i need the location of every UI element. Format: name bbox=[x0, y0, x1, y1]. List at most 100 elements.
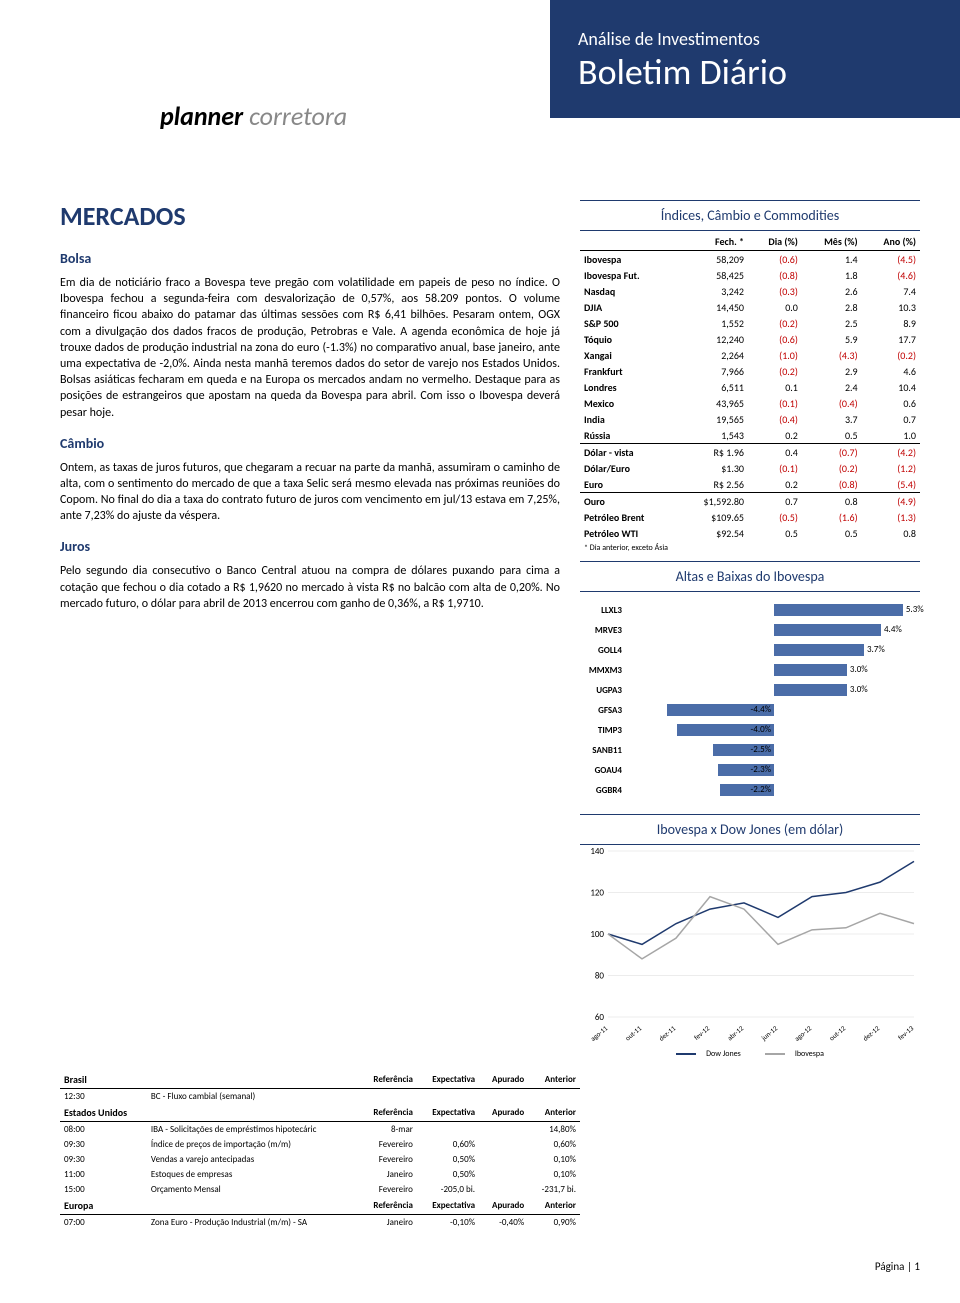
hbar-ticker: GOAU4 bbox=[580, 765, 628, 776]
legend-label: Dow Jones bbox=[706, 1049, 741, 1059]
indices-cell: Rússia bbox=[580, 427, 678, 444]
svg-text:ago-12: ago-12 bbox=[793, 1023, 814, 1043]
agenda-cell: 09:30 bbox=[60, 1137, 147, 1152]
indices-col: Dia (%) bbox=[748, 233, 802, 251]
legend-swatch bbox=[676, 1053, 696, 1055]
hbar-fill bbox=[774, 624, 881, 636]
indices-cell: Tóquio bbox=[580, 331, 678, 347]
indices-row: Petróleo Brent$109.65(0.5)(1.6)(1.3) bbox=[580, 509, 920, 525]
agenda-row: 15:00Orçamento MensalFevereiro-205,0 bi.… bbox=[60, 1182, 580, 1197]
section-bolsa: Bolsa bbox=[60, 250, 560, 267]
indices-cell: (0.2) bbox=[802, 460, 862, 476]
svg-text:fev-12: fev-12 bbox=[692, 1023, 712, 1042]
legend-label: Ibovespa bbox=[795, 1049, 824, 1059]
indices-cell: (0.4) bbox=[802, 395, 862, 411]
indices-cell: $92.54 bbox=[678, 525, 748, 541]
hbar-row: GOLL43.7% bbox=[580, 640, 920, 660]
indices-row: Frankfurt7,966(0.2)2.94.6 bbox=[580, 363, 920, 379]
agenda-cell: 0,60% bbox=[417, 1137, 479, 1152]
indices-cell: (0.2) bbox=[748, 363, 802, 379]
line-chart-legend: Dow Jones Ibovespa bbox=[580, 1048, 920, 1059]
agenda-cell: -0,10% bbox=[417, 1215, 479, 1231]
indices-cell: 2.8 bbox=[802, 299, 862, 315]
footer: Página | 1 bbox=[0, 1230, 960, 1303]
indices-cell: 10.3 bbox=[862, 299, 920, 315]
indices-cell: (0.6) bbox=[748, 331, 802, 347]
main-column: MERCADOS Bolsa Em dia de noticiário frac… bbox=[60, 200, 560, 1059]
indices-cell: 2.6 bbox=[802, 283, 862, 299]
indices-cell: 2.9 bbox=[802, 363, 862, 379]
indices-cell: (0.5) bbox=[748, 509, 802, 525]
indices-cell: 0.7 bbox=[862, 411, 920, 427]
agenda-cell bbox=[417, 1089, 479, 1105]
hbar-value: 5.3% bbox=[906, 603, 924, 617]
hbar-track: 5.3% bbox=[628, 603, 920, 617]
agenda-cell bbox=[479, 1182, 528, 1197]
indices-cell: 4.6 bbox=[862, 363, 920, 379]
indices-cell: 7.4 bbox=[862, 283, 920, 299]
indices-row: Xangai2,264(1.0)(4.3)(0.2) bbox=[580, 347, 920, 363]
legend-swatch bbox=[765, 1053, 785, 1055]
indices-note: * Dia anterior, exceto Ásia bbox=[580, 541, 920, 555]
header-subtitle: Análise de Investimentos bbox=[578, 28, 932, 50]
indices-cell: 1.4 bbox=[802, 251, 862, 268]
svg-text:dez-11: dez-11 bbox=[657, 1023, 678, 1042]
agenda-cell: 12:30 bbox=[60, 1089, 147, 1105]
agenda-cell: Fevereiro bbox=[359, 1137, 417, 1152]
agenda-cell bbox=[528, 1089, 580, 1105]
indices-cell: 0.6 bbox=[862, 395, 920, 411]
hbar-track: 3.0% bbox=[628, 663, 920, 677]
hbar-track: -4.0% bbox=[628, 723, 920, 737]
indices-cell: DJIA bbox=[580, 299, 678, 315]
indices-cell: Ouro bbox=[580, 493, 678, 510]
agenda-cell bbox=[479, 1137, 528, 1152]
indices-table: Fech. *Dia (%)Mês (%)Ano (%) Ibovespa58,… bbox=[580, 233, 920, 541]
indices-row: India19,565(0.4)3.70.7 bbox=[580, 411, 920, 427]
indices-cell: 12,240 bbox=[678, 331, 748, 347]
indices-cell: (4.5) bbox=[862, 251, 920, 268]
legend-item: Dow Jones bbox=[670, 1049, 747, 1059]
hbar-ticker: GFSA3 bbox=[580, 705, 628, 716]
svg-text:80: 80 bbox=[595, 971, 605, 982]
indices-row: Mexico43,965(0.1)(0.4)0.6 bbox=[580, 395, 920, 411]
agenda-cell bbox=[417, 1122, 479, 1138]
hbar-ticker: MMXM3 bbox=[580, 665, 628, 676]
indices-cell: 19,565 bbox=[678, 411, 748, 427]
indices-cell: (0.8) bbox=[802, 476, 862, 493]
indices-cell: 1.8 bbox=[802, 267, 862, 283]
indices-cell: Petróleo WTI bbox=[580, 525, 678, 541]
indices-row: Petróleo WTI$92.540.50.50.8 bbox=[580, 525, 920, 541]
agenda-col: Apurado bbox=[479, 1197, 528, 1215]
indices-cell: $109.65 bbox=[678, 509, 748, 525]
svg-text:out-12: out-12 bbox=[827, 1023, 847, 1042]
agenda-cell: 0,50% bbox=[417, 1152, 479, 1167]
hbar-value: -2.3% bbox=[751, 763, 772, 777]
indices-cell: S&P 500 bbox=[580, 315, 678, 331]
hbar-fill bbox=[774, 664, 847, 676]
agenda-cell: IBA - Solicitações de empréstimos hipote… bbox=[147, 1122, 359, 1138]
logo-main: planner bbox=[160, 100, 243, 132]
indices-cell: Nasdaq bbox=[580, 283, 678, 299]
indices-cell: (4.6) bbox=[862, 267, 920, 283]
indices-cell: Mexico bbox=[580, 395, 678, 411]
indices-cell: 7,966 bbox=[678, 363, 748, 379]
svg-text:jun-12: jun-12 bbox=[759, 1023, 780, 1043]
indices-cell: 58,209 bbox=[678, 251, 748, 268]
hbar-row: MRVE34.4% bbox=[580, 620, 920, 640]
hbar-ticker: LLXL3 bbox=[580, 605, 628, 616]
agenda-cell: Fevereiro bbox=[359, 1182, 417, 1197]
indices-cell: Xangai bbox=[580, 347, 678, 363]
hbar-ticker: GOLL4 bbox=[580, 645, 628, 656]
header-title: Boletim Diário bbox=[578, 50, 932, 94]
indices-row: Londres6,5110.12.410.4 bbox=[580, 379, 920, 395]
indices-cell: 1.0 bbox=[862, 427, 920, 444]
agenda-cell: Janeiro bbox=[359, 1215, 417, 1231]
indices-cell: 2,264 bbox=[678, 347, 748, 363]
agenda-col: Referência bbox=[359, 1197, 417, 1215]
logo-sub: corretora bbox=[243, 100, 347, 132]
hbar-ticker: TIMP3 bbox=[580, 725, 628, 736]
page-number: Página | 1 bbox=[875, 1260, 920, 1273]
hbar-ticker: GGBR4 bbox=[580, 785, 628, 796]
indices-row: Nasdaq3,242(0.3)2.67.4 bbox=[580, 283, 920, 299]
indices-row: Ibovespa Fut.58,425(0.8)1.8(4.6) bbox=[580, 267, 920, 283]
